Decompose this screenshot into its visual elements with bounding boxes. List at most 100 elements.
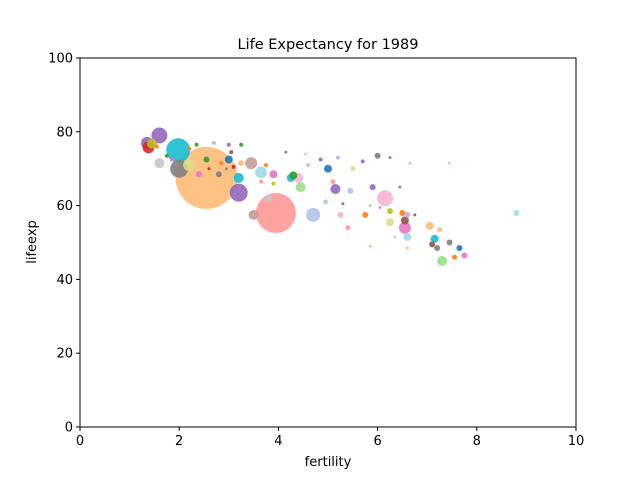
data-point — [388, 156, 392, 160]
data-point — [398, 185, 402, 189]
x-axis-label: fertility — [305, 455, 352, 470]
data-point — [231, 164, 236, 169]
data-point — [264, 163, 268, 168]
data-point — [434, 245, 441, 252]
data-point — [196, 171, 203, 178]
data-point — [255, 192, 296, 233]
data-point — [448, 161, 452, 165]
data-point — [194, 142, 199, 147]
data-point — [211, 140, 216, 145]
data-point — [368, 244, 372, 248]
data-point — [224, 167, 228, 171]
data-point — [284, 150, 288, 154]
data-point — [350, 166, 356, 172]
data-point — [429, 241, 436, 248]
data-point — [306, 163, 311, 168]
data-point — [386, 218, 394, 227]
data-point — [437, 227, 443, 233]
y-tick-label: 80 — [56, 125, 73, 140]
data-point — [154, 144, 159, 149]
data-point — [264, 194, 273, 203]
data-point — [245, 157, 258, 170]
data-point — [398, 221, 411, 234]
points-layer — [140, 127, 520, 266]
plot-frame — [79, 57, 577, 428]
x-tick-label: 4 — [274, 434, 282, 449]
data-point — [306, 207, 321, 222]
data-point — [360, 159, 365, 164]
data-point — [374, 152, 381, 159]
x-tick-label: 8 — [473, 434, 481, 449]
data-point — [456, 245, 463, 252]
data-point — [154, 158, 165, 169]
data-point — [187, 146, 192, 151]
data-point — [400, 216, 409, 225]
data-point — [255, 166, 268, 179]
data-point — [304, 152, 308, 156]
data-point — [183, 159, 196, 172]
data-point — [239, 142, 244, 147]
data-point — [324, 164, 332, 173]
data-point — [271, 181, 276, 186]
data-point — [413, 213, 417, 217]
data-point — [377, 190, 394, 207]
data-point — [229, 150, 234, 155]
data-point — [330, 183, 341, 194]
data-point — [345, 225, 351, 231]
data-point — [369, 184, 376, 191]
chart-title: Life Expectancy for 1989 — [238, 37, 419, 53]
data-point — [146, 138, 157, 149]
y-axis: 0 20 40 60 80 100 — [48, 52, 80, 436]
data-point — [215, 171, 222, 178]
y-tick-label: 100 — [48, 52, 73, 67]
data-point — [347, 187, 354, 194]
data-point — [393, 235, 397, 239]
data-point — [513, 209, 520, 216]
data-point — [425, 221, 434, 230]
data-point — [169, 157, 174, 162]
data-point — [330, 179, 336, 185]
y-tick-label: 60 — [56, 199, 73, 214]
data-point — [335, 155, 340, 160]
x-tick-label: 2 — [175, 434, 183, 449]
data-point — [318, 157, 323, 162]
data-point — [203, 156, 210, 163]
data-point — [269, 170, 278, 179]
data-point — [446, 239, 453, 246]
data-point — [323, 199, 329, 205]
data-point — [337, 211, 344, 218]
data-point — [226, 142, 231, 147]
data-point — [295, 182, 306, 193]
data-point — [430, 234, 439, 243]
data-point — [437, 255, 448, 266]
data-point — [368, 204, 372, 208]
data-point — [166, 138, 191, 163]
data-point — [451, 254, 457, 260]
y-tick-label: 0 — [65, 421, 73, 436]
x-axis: 0 2 4 6 8 10 — [76, 427, 584, 449]
data-point — [378, 205, 382, 209]
data-point — [387, 208, 393, 215]
x-tick-label: 0 — [76, 434, 84, 449]
data-point — [207, 167, 211, 171]
y-tick-label: 40 — [56, 273, 73, 288]
data-point — [233, 172, 244, 183]
data-point — [219, 161, 224, 166]
y-axis-label: lifeexp — [25, 220, 40, 264]
data-point — [405, 246, 409, 250]
data-point — [362, 211, 369, 218]
data-point — [248, 209, 259, 220]
data-point — [408, 161, 412, 165]
data-point — [404, 211, 411, 218]
data-point — [238, 160, 245, 167]
data-point — [229, 183, 248, 202]
x-tick-label: 10 — [568, 434, 585, 449]
data-point — [461, 252, 468, 259]
data-point — [403, 232, 412, 241]
data-point — [341, 202, 345, 206]
x-tick-label: 6 — [373, 434, 381, 449]
data-point — [399, 209, 406, 216]
y-tick-label: 20 — [56, 347, 73, 362]
